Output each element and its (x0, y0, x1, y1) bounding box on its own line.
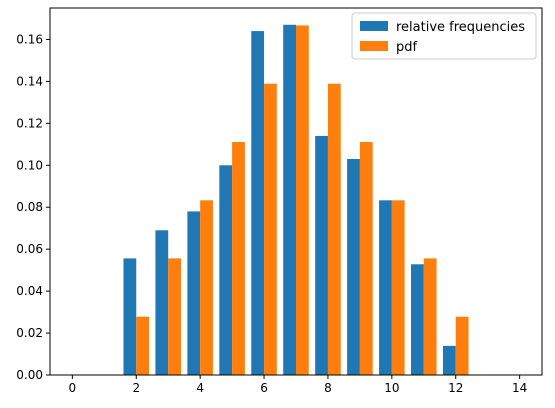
x-tick-label: 12 (448, 381, 463, 395)
y-tick-label: 0.16 (16, 32, 43, 46)
bar-pdf-3 (168, 258, 181, 375)
x-tick-label: 2 (132, 381, 140, 395)
bar-pdf-2 (136, 316, 150, 375)
bar-relative-frequency-12 (442, 345, 456, 375)
bar-pdf-4 (200, 200, 213, 375)
legend-label: pdf (396, 40, 418, 55)
legend-swatch (360, 41, 388, 51)
bar-relative-frequency-6 (251, 31, 265, 375)
bar-relative-frequency-10 (379, 200, 392, 375)
legend-label: relative frequencies (396, 20, 525, 35)
bar-relative-frequency-4 (187, 211, 201, 375)
bar-relative-frequency-2 (123, 258, 137, 375)
y-tick-label: 0.14 (16, 74, 43, 88)
x-tick-label: 0 (69, 381, 77, 395)
legend-box (351, 12, 537, 60)
legend: relative frequencies pdf (351, 12, 537, 60)
plot-area-frame (49, 7, 543, 376)
bar-pdf-7 (296, 25, 309, 376)
legend-swatch (360, 21, 388, 31)
bar-relative-frequency-8 (315, 135, 328, 375)
y-tick-label: 0.08 (16, 200, 43, 214)
y-tick-label: 0.10 (16, 158, 43, 172)
x-tick-label: 6 (260, 381, 268, 395)
bar-pdf-9 (359, 142, 373, 375)
bar-pdf-11 (423, 258, 437, 375)
y-tick-label: 0.02 (16, 326, 43, 340)
x-axis: 0 2 4 6 8 10 12 14 (69, 375, 527, 395)
bar-pdf-8 (327, 83, 341, 376)
bar-pdf-6 (264, 83, 277, 376)
bar-relative-frequency-5 (219, 165, 233, 375)
y-tick-label: 0.04 (16, 284, 43, 298)
x-tick-label: 14 (512, 381, 527, 395)
bars-layer (123, 24, 469, 376)
bar-pdf-12 (455, 316, 469, 375)
x-tick-label: 4 (196, 381, 204, 395)
bar-relative-frequency-9 (347, 158, 360, 375)
bar-pdf-10 (391, 200, 405, 375)
bar-relative-frequency-11 (411, 264, 424, 375)
x-tick-label: 10 (384, 381, 399, 395)
y-tick-label: 0.00 (16, 368, 43, 382)
y-axis: 0.00 0.02 0.04 0.06 0.08 0.10 0.12 0.14 0.16 (16, 32, 50, 382)
y-tick-label: 0.12 (16, 116, 43, 130)
bar-relative-frequency-3 (155, 230, 169, 375)
y-tick-label: 0.06 (16, 242, 43, 256)
bar-relative-frequency-7 (283, 24, 296, 376)
bar-pdf-5 (232, 142, 245, 375)
x-tick-label: 8 (324, 381, 332, 395)
